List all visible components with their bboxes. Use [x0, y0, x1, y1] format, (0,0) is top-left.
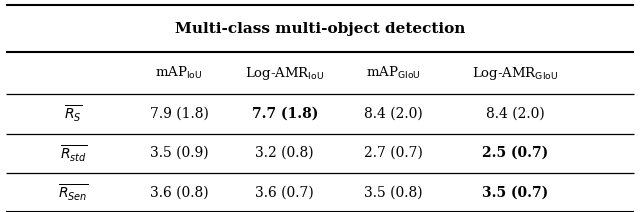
Text: mAP$_{\mathrm{GIoU}}$: mAP$_{\mathrm{GIoU}}$ [366, 65, 421, 81]
Text: 2.7 (0.7): 2.7 (0.7) [364, 146, 423, 160]
Text: 3.5 (0.9): 3.5 (0.9) [150, 146, 209, 160]
Text: $\overline{R_{\mathit{std}}}$: $\overline{R_{\mathit{std}}}$ [60, 143, 87, 163]
Text: Log-AMR$_{\mathrm{IoU}}$: Log-AMR$_{\mathrm{IoU}}$ [245, 65, 324, 82]
Text: 3.6 (0.8): 3.6 (0.8) [150, 185, 209, 199]
Text: 3.2 (0.8): 3.2 (0.8) [255, 146, 314, 160]
Text: 3.6 (0.7): 3.6 (0.7) [255, 185, 314, 199]
Text: mAP$_{\mathrm{IoU}}$: mAP$_{\mathrm{IoU}}$ [156, 65, 203, 81]
Text: 7.7 (1.8): 7.7 (1.8) [252, 107, 318, 121]
Text: 3.5 (0.7): 3.5 (0.7) [482, 185, 548, 199]
Text: 3.5 (0.8): 3.5 (0.8) [364, 185, 423, 199]
Text: 2.5 (0.7): 2.5 (0.7) [482, 146, 548, 160]
Text: $\overline{R_{\mathit{Sen}}}$: $\overline{R_{\mathit{Sen}}}$ [58, 182, 89, 203]
Text: Log-AMR$_{\mathrm{GIoU}}$: Log-AMR$_{\mathrm{GIoU}}$ [472, 65, 559, 82]
Text: 8.4 (2.0): 8.4 (2.0) [486, 107, 545, 121]
Text: 8.4 (2.0): 8.4 (2.0) [364, 107, 423, 121]
Text: 7.9 (1.8): 7.9 (1.8) [150, 107, 209, 121]
Text: $\overline{R_S}$: $\overline{R_S}$ [65, 104, 83, 124]
Text: Multi-class multi-object detection: Multi-class multi-object detection [175, 22, 465, 36]
